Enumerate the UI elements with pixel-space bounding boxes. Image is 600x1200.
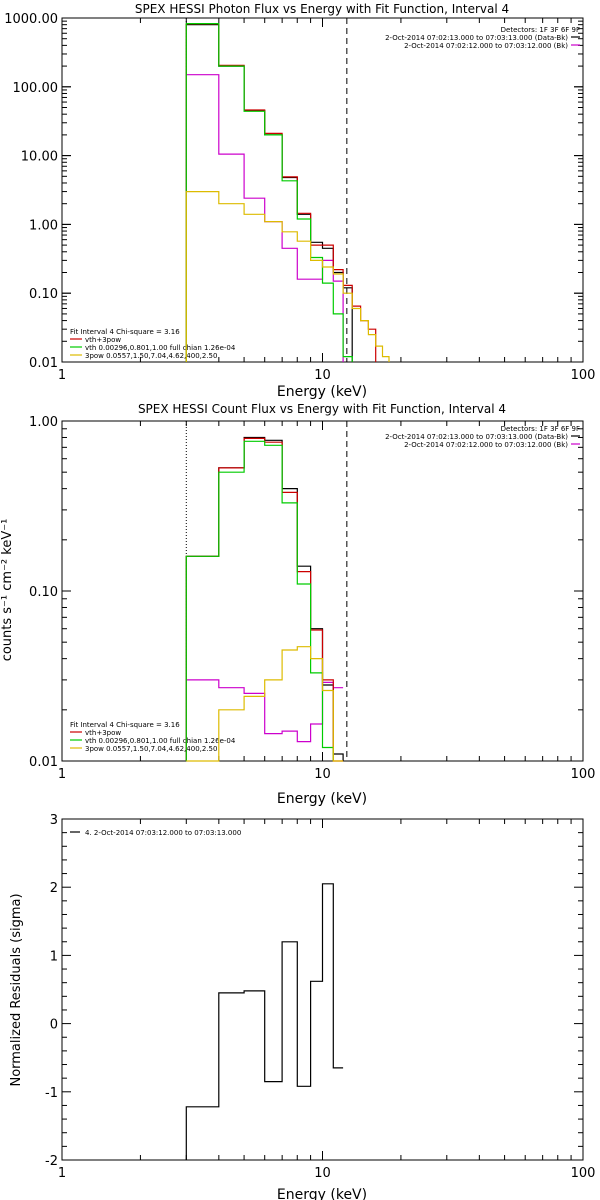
count-flux-title: SPEX HESSI Count Flux vs Energy with Fit… (138, 402, 506, 416)
y-tick-label: 0.10 (29, 585, 58, 600)
y-tick-label: -2 (45, 1154, 58, 1169)
y-tick-label: 1.00 (29, 415, 58, 430)
x-tick-label: 100 (571, 368, 596, 383)
detectors-label: Detectors: 1F 3F 6F 9F (501, 26, 580, 34)
y-tick-label: 2 (50, 881, 58, 896)
legend-entry-3pow: 3pow 0.0557,1.50,7.04,4.62,400,2.50 (85, 352, 217, 360)
y-tick-label: 1000.00 (4, 12, 58, 27)
x-tick-label: 1 (58, 1166, 66, 1181)
legend-entry-bk: 2-Oct-2014 07:02:12.000 to 07:03:12.000 … (404, 441, 568, 449)
legend-entry-3pow: 3pow 0.0557,1.50,7.04,4.62,400,2.50 (85, 745, 217, 753)
y-tick-label: 3 (50, 813, 58, 828)
series-residuals (185, 883, 344, 1160)
y-tick-label: 0.10 (29, 287, 58, 302)
residuals-legend-entry: 4. 2-Oct-2014 07:03:12.000 to 07:03:13.0… (85, 829, 241, 837)
x-tick-label: 10 (314, 368, 331, 383)
legend-entry-vth-3pow: vth+3pow (85, 336, 121, 344)
series-vth (185, 23, 353, 362)
y-tick-label: 1.00 (29, 218, 58, 233)
y-tick-label: 0.01 (29, 356, 58, 371)
fit-interval-label: Fit Interval 4 Chi-square = 3.16 (70, 328, 180, 336)
count-flux-xlabel: Energy (keV) (277, 791, 367, 807)
residuals-xlabel: Energy (keV) (277, 1187, 367, 1200)
x-tick-label: 10 (314, 1166, 331, 1181)
legend-entry-vth: vth 0.00296,0.801,1.00 full chian 1.26e-… (85, 344, 236, 352)
residuals-ylabel: Normalized Residuals (sigma) (9, 893, 24, 1086)
count-flux-ylabel: counts s⁻¹ cm⁻² keV⁻¹ (0, 519, 15, 662)
legend-entry-bk: 2-Oct-2014 07:02:12.000 to 07:03:12.000 … (404, 42, 568, 50)
y-tick-label: 0.01 (29, 755, 58, 770)
count-flux-legend-top-right: Detectors: 1F 3F 6F 9F 2-Oct-2014 07:02:… (385, 425, 580, 449)
photon-flux-legend-top-right: Detectors: 1F 3F 6F 9F 2-Oct-2014 07:02:… (385, 26, 580, 50)
x-tick-label: 1 (58, 767, 66, 782)
x-tick-label: 10 (314, 767, 331, 782)
legend-entry-data-bk: 2-Oct-2014 07:02:13.000 to 07:03:13.000 … (385, 34, 568, 42)
count-flux-panel: SPEX HESSI Count Flux vs Energy with Fit… (0, 402, 595, 807)
y-tick-label: 1 (50, 949, 58, 964)
series-3pow (185, 191, 390, 362)
photon-flux-xlabel: Energy (keV) (277, 384, 367, 400)
y-tick-label: 10.00 (21, 150, 58, 165)
count-flux-legend-bottom-left: Fit Interval 4 Chi-square = 3.16 vth+3po… (70, 721, 236, 753)
residuals-panel: Energy (keV) Normalized Residuals (sigma… (9, 813, 595, 1200)
series-3pow (186, 646, 344, 762)
legend-entry-vth: vth 0.00296,0.801,1.00 full chian 1.26e-… (85, 737, 236, 745)
detectors-label: Detectors: 1F 3F 6F 9F (501, 425, 580, 433)
fit-interval-label: Fit Interval 4 Chi-square = 3.16 (70, 721, 180, 729)
legend-entry-data-bk: 2-Oct-2014 07:02:13.000 to 07:03:13.000 … (385, 433, 568, 441)
y-tick-label: 0 (50, 1018, 58, 1033)
photon-flux-panel: SPEX HESSI Photon Flux vs Energy with Fi… (4, 2, 595, 400)
plot-frame (61, 17, 584, 363)
series-vth (185, 440, 334, 761)
x-tick-label: 100 (571, 1166, 596, 1181)
plot-frame (61, 818, 584, 1161)
y-tick-label: 100.00 (13, 81, 59, 96)
legend-entry-vth-3pow: vth+3pow (85, 729, 121, 737)
x-tick-label: 1 (58, 368, 66, 383)
y-tick-label: -1 (45, 1086, 58, 1101)
photon-flux-title: SPEX HESSI Photon Flux vs Energy with Fi… (135, 2, 509, 16)
x-tick-label: 100 (571, 767, 596, 782)
photon-flux-legend-bottom-left: Fit Interval 4 Chi-square = 3.16 vth+3po… (70, 328, 236, 360)
